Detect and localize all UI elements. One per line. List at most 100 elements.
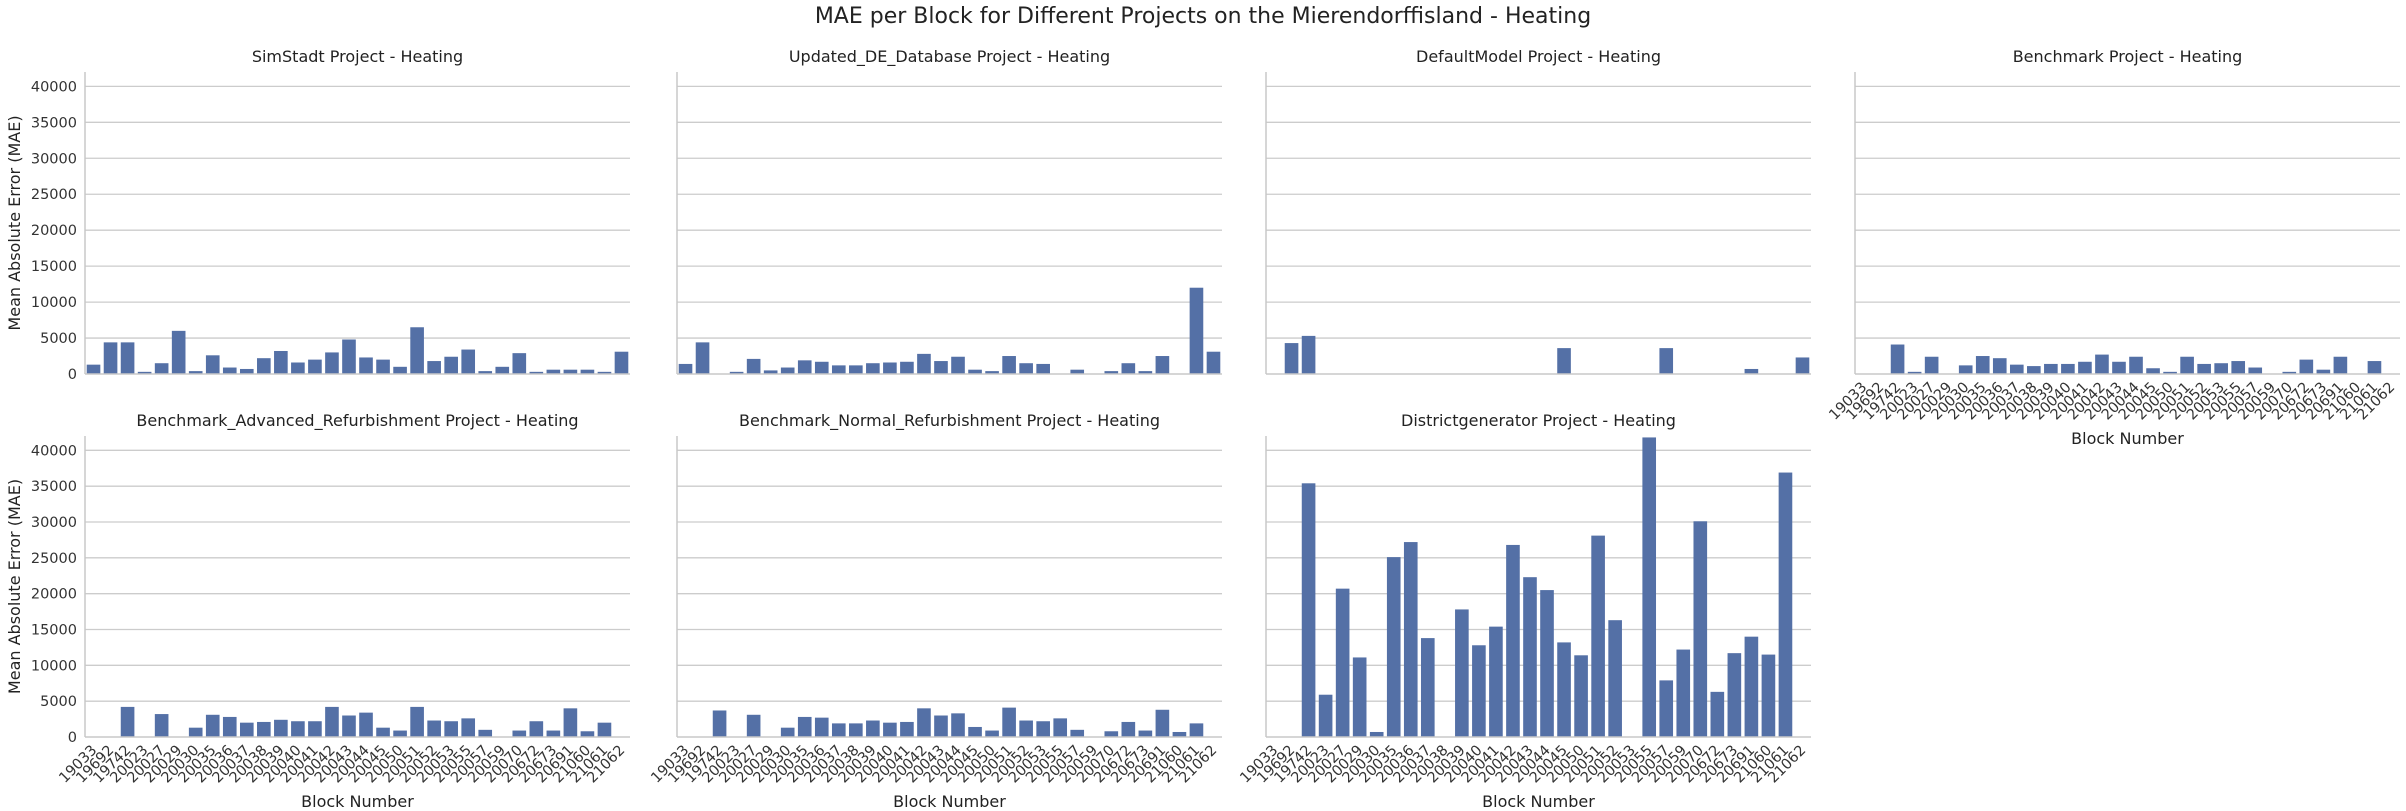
- bar: [1659, 680, 1674, 737]
- bar: [1104, 731, 1119, 737]
- bar: [580, 731, 595, 737]
- bar: [1036, 721, 1050, 737]
- bar: [1472, 645, 1486, 737]
- bar: [444, 721, 458, 737]
- y-tick-label: 30000: [31, 515, 77, 531]
- bar: [188, 371, 203, 374]
- y-tick-label: 0: [68, 730, 77, 746]
- bar: [1744, 636, 1759, 737]
- bar: [120, 342, 135, 374]
- bar: [968, 369, 982, 374]
- bar: [2231, 361, 2246, 374]
- bar: [1019, 363, 1033, 374]
- panel-title: Updated_DE_Database Project - Heating: [789, 47, 1110, 67]
- bar: [849, 365, 863, 374]
- bar: [2299, 359, 2314, 374]
- bar: [478, 729, 493, 737]
- y-tick-label: 5000: [40, 331, 77, 347]
- bar: [291, 362, 305, 374]
- bar: [814, 717, 829, 737]
- bar: [1138, 371, 1153, 374]
- bar: [478, 371, 493, 374]
- bar: [2146, 368, 2160, 374]
- bar: [325, 706, 339, 737]
- bar: [120, 706, 135, 737]
- bar: [1172, 731, 1187, 737]
- bar: [1121, 721, 1136, 737]
- bar: [257, 721, 271, 737]
- bar: [1676, 649, 1691, 737]
- bar: [2316, 369, 2331, 374]
- bar: [2282, 371, 2297, 374]
- panel-title: Benchmark_Normal_Refurbishment Project -…: [739, 411, 1160, 431]
- bar: [512, 353, 527, 374]
- bar: [239, 368, 254, 374]
- y-tick-label: 35000: [31, 115, 77, 131]
- bar: [2129, 356, 2143, 374]
- panel-title: Benchmark_Advanced_Refurbishment Project…: [136, 411, 578, 431]
- bar: [1693, 521, 1708, 737]
- bar: [461, 718, 476, 737]
- bar: [1795, 357, 1810, 374]
- bar: [2009, 364, 2024, 374]
- bar: [1104, 371, 1119, 374]
- bar: [308, 721, 322, 737]
- x-axis-label: Block Number: [1482, 792, 1595, 811]
- bar: [171, 330, 186, 374]
- panel-title: SimStadt Project - Heating: [252, 47, 463, 66]
- bar: [849, 723, 863, 737]
- bar: [866, 720, 880, 737]
- bar: [763, 370, 778, 374]
- bar: [154, 714, 169, 737]
- y-tick-label: 15000: [31, 623, 77, 639]
- bar: [814, 361, 829, 374]
- bar: [1710, 691, 1725, 737]
- bar: [546, 369, 561, 374]
- bar: [512, 730, 527, 737]
- bar: [797, 716, 812, 737]
- bar: [359, 357, 373, 374]
- y-tick-label: 30000: [31, 151, 77, 167]
- bar: [597, 371, 612, 374]
- bar: [1070, 369, 1085, 374]
- bar: [900, 721, 914, 737]
- bar: [712, 710, 727, 737]
- bar: [563, 708, 578, 737]
- bar: [2095, 354, 2109, 374]
- bar: [1070, 729, 1085, 737]
- bar: [2027, 366, 2041, 374]
- y-tick-label: 20000: [31, 587, 77, 603]
- bar: [934, 715, 948, 737]
- bar: [376, 359, 390, 374]
- bar: [597, 722, 612, 737]
- bar: [2061, 363, 2075, 374]
- bar: [393, 730, 407, 737]
- bar: [342, 715, 356, 737]
- bar: [137, 371, 152, 374]
- bar: [695, 342, 710, 374]
- bar: [1002, 356, 1016, 374]
- bar: [563, 369, 578, 374]
- bar: [274, 719, 288, 737]
- bar: [1523, 577, 1537, 737]
- bar: [1301, 483, 1316, 737]
- bar: [951, 713, 965, 737]
- bar: [917, 708, 931, 737]
- bar: [495, 366, 510, 374]
- bar: [985, 371, 999, 374]
- bar: [393, 366, 407, 374]
- bar: [1420, 638, 1435, 737]
- bar: [188, 727, 203, 737]
- bar: [780, 367, 795, 374]
- y-tick-label: 15000: [31, 259, 77, 275]
- bar: [1403, 542, 1418, 737]
- bar: [444, 356, 458, 374]
- bar: [546, 730, 561, 737]
- bar: [1284, 343, 1299, 374]
- bar: [103, 342, 118, 374]
- chart-title: MAE per Block for Different Projects on …: [814, 4, 1592, 29]
- bar: [1557, 642, 1571, 737]
- bar: [1907, 371, 1922, 374]
- bar: [1155, 356, 1170, 374]
